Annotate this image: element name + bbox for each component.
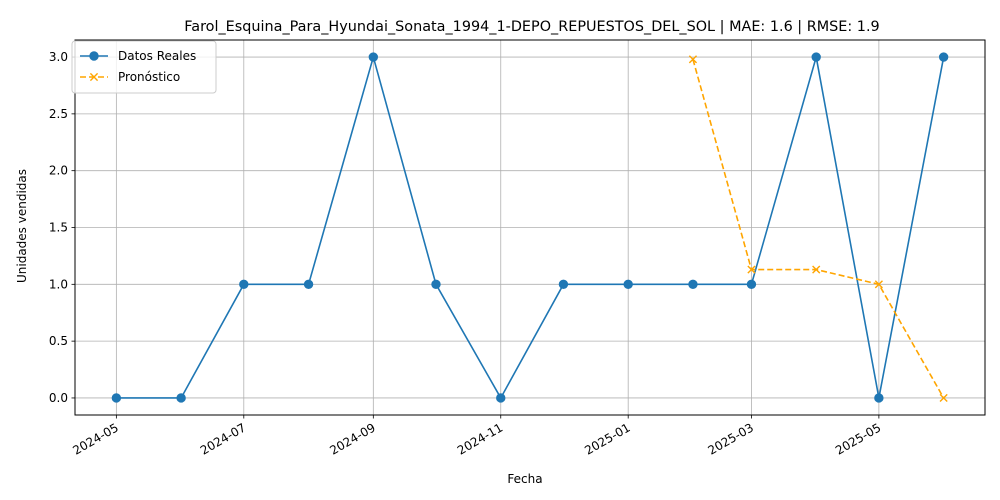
data-point-datos-reales [368,52,379,62]
data-point-datos-reales [111,393,122,403]
legend-label-pronostico: Pronóstico [118,70,180,84]
data-point-datos-reales [938,52,949,62]
data-point-datos-reales [746,279,757,290]
data-point-pronostico [688,55,698,64]
data-point-pronostico [874,280,883,289]
y-tick-label: 2.0 [49,164,68,178]
data-point-datos-reales [558,279,569,290]
legend-box [71,40,217,94]
legend-marker-shape [89,51,99,61]
legend-marker-shape [89,72,99,82]
x-axis-label: Fecha [507,472,542,486]
chart-title: Farol_Esquina_Para_Hyundai_Sonata_1994_1… [184,19,879,35]
y-tick-label: 1.0 [49,277,68,291]
legend: Datos Reales Pronóstico [71,40,217,94]
data-point-pronostico [812,265,821,274]
data-point-datos-reales [811,52,821,62]
y-axis: 0.0 0.5 1.0 1.5 2.0 2.5 3.0 [49,50,75,405]
data-point-pronostico [747,265,756,274]
y-axis-label: Unidades vendidas [15,169,29,283]
y-tick-label: 3.0 [49,50,68,64]
grid-lines [75,40,985,415]
y-tick-label: 0.5 [49,334,68,348]
data-point-datos-reales [176,393,186,403]
data-point-datos-reales [623,279,633,290]
y-tick-label: 1.5 [49,221,68,235]
data-point-datos-reales [303,279,314,290]
data-point-pronostico [939,393,948,403]
data-point-datos-reales [496,393,506,403]
series-line-datos-reales [116,54,945,400]
data-point-datos-reales [874,393,884,403]
data-point-datos-reales [239,279,249,290]
data-point-datos-reales [688,279,698,290]
y-tick-label: 2.5 [49,107,68,121]
legend-marker-datos-reales [89,51,99,61]
legend-label-datos-reales: Datos Reales [118,49,196,63]
legend-marker-pronostico [89,72,99,82]
data-point-datos-reales [431,279,441,290]
y-tick-label: 0.0 [49,391,68,405]
series-layer [111,52,949,403]
